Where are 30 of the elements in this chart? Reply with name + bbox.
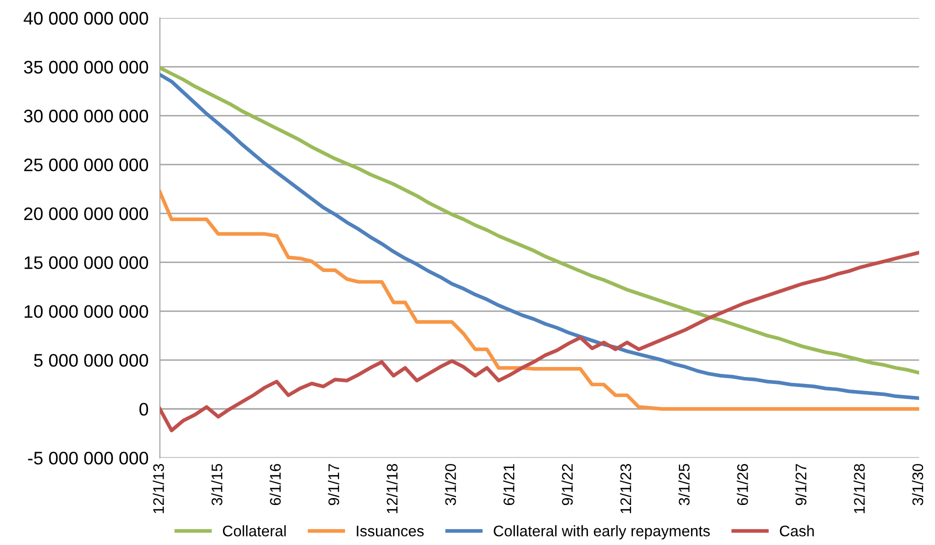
y-tick-label: 15 000 000 000 bbox=[24, 256, 148, 270]
y-tick-label: 40 000 000 000 bbox=[24, 12, 148, 25]
x-tick-label: 9/1/22 bbox=[562, 464, 573, 506]
x-tick-label: 12/1/13 bbox=[152, 464, 164, 514]
line-series bbox=[160, 250, 920, 432]
x-tick-label: 12/1/23 bbox=[620, 464, 632, 514]
y-tick-label: -5 000 000 000 bbox=[28, 452, 148, 465]
x-tick-label: 6/1/26 bbox=[736, 464, 748, 506]
y-tick-label: 30 000 000 000 bbox=[24, 110, 148, 122]
x-tick-label: 6/1/21 bbox=[503, 464, 514, 506]
y-tick-label: 0 bbox=[139, 402, 148, 416]
y-tick-label: 5 000 000 000 bbox=[34, 354, 148, 367]
x-tick-label: 12/1/28 bbox=[854, 464, 865, 514]
x-tick-label: 6/1/16 bbox=[270, 464, 281, 506]
x-tick-label: 9/1/27 bbox=[795, 464, 806, 506]
line-series bbox=[160, 190, 920, 411]
x-tick-label: 3/1/30 bbox=[912, 464, 924, 506]
y-tick-label: 35 000 000 000 bbox=[24, 60, 148, 74]
y-tick-label: 25 000 000 000 bbox=[24, 158, 148, 172]
y-tick-label: 10 000 000 000 bbox=[24, 305, 148, 318]
x-tick-label: 9/1/17 bbox=[328, 464, 340, 506]
x-tick-label: 3/1/20 bbox=[444, 464, 456, 506]
x-tick-label: 3/1/25 bbox=[678, 464, 690, 506]
legend-label: Collateral with early repayments bbox=[494, 525, 710, 540]
legend-label: Cash bbox=[780, 525, 814, 536]
legend-label: Issuances bbox=[356, 526, 424, 536]
legend-label: Collateral bbox=[222, 525, 286, 536]
y-tick-label: 20 000 000 000 bbox=[24, 207, 148, 220]
x-tick-label: 3/1/15 bbox=[211, 464, 222, 506]
x-tick-label: 12/1/18 bbox=[386, 464, 398, 514]
